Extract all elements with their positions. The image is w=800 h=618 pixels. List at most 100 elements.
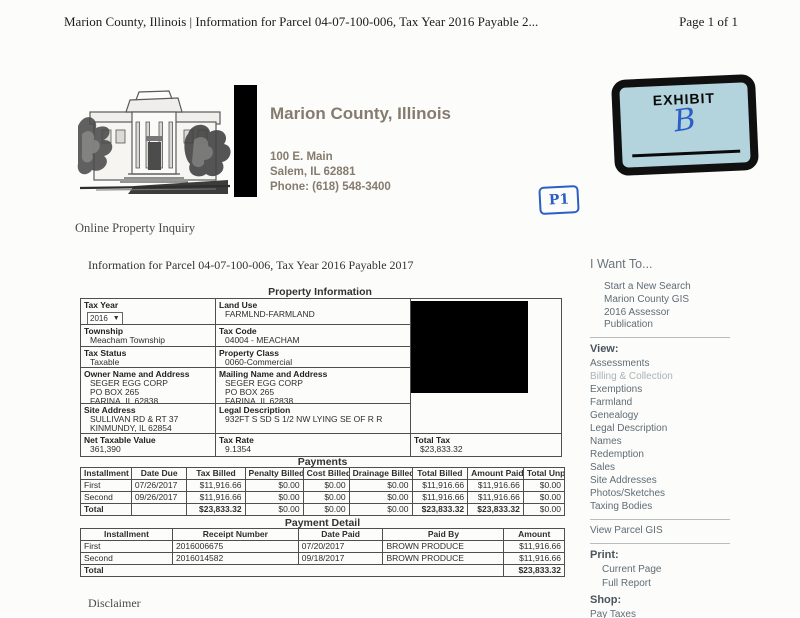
- sidebar-item-site-addresses[interactable]: Site Addresses: [590, 475, 657, 486]
- column-header: Amount: [503, 528, 565, 541]
- payment-detail-title: Payment Detail: [284, 517, 361, 529]
- sidebar-item-names[interactable]: Names: [590, 436, 622, 447]
- print-header-title: Marion County, Illinois | Information fo…: [64, 14, 539, 29]
- column-header: Tax Billed: [186, 467, 246, 480]
- column-header: Date Due: [130, 467, 188, 480]
- sidebar-item-photos-sketches[interactable]: Photos/Sketches: [590, 488, 666, 499]
- mailing-line-1: SEGER EGG CORP: [225, 377, 303, 388]
- disclaimer-link[interactable]: Disclaimer: [88, 596, 141, 610]
- property-class-cell: Property Class 0060-Commercial: [216, 347, 411, 368]
- exhibit-signature-line: [632, 149, 741, 158]
- table-row: First 2016006675 07/20/2017 BROWN PRODUC…: [80, 540, 565, 553]
- sidebar: I Want To... Start a New Search Marion C…: [590, 257, 730, 618]
- cell: $23,833.32: [467, 503, 524, 516]
- tax-rate-label: Tax Rate: [219, 435, 254, 445]
- exhibit-sticker: EXHIBIT B: [610, 73, 760, 177]
- tax-year-select[interactable]: 2016 ▼: [87, 311, 123, 324]
- land-use-cell: Land Use FARMLND-FARMLAND: [216, 299, 411, 325]
- redaction-bar: [234, 85, 257, 197]
- sidebar-link-start-new-search[interactable]: Start a New Search: [604, 281, 691, 292]
- sidebar-item-sales[interactable]: Sales: [590, 462, 616, 473]
- total-tax-label: Total Tax: [414, 435, 451, 445]
- site-address-line-2: KINMUNDY, IL 62854: [90, 422, 172, 433]
- column-header: Receipt Number: [171, 528, 299, 541]
- owner-line-1: SEGER EGG CORP: [90, 377, 168, 388]
- mailing-cell: Mailing Name and Address SEGER EGG CORP …: [216, 368, 411, 404]
- cell: Total: [79, 564, 505, 577]
- table-row: First 07/26/2017 $11,916.66 $0.00 $0.00 …: [80, 479, 566, 492]
- legal-description-value: 932FT S SD S 1/2 NW LYING SE OF R R: [225, 413, 383, 424]
- print-header-page-number: Page 1 of 1: [679, 14, 738, 29]
- sidebar-link-pay-taxes[interactable]: Pay Taxes: [590, 609, 636, 618]
- property-class-value: 0060-Commercial: [225, 356, 293, 367]
- tax-code-cell: Tax Code 04004 - MEACHAM: [216, 325, 411, 347]
- tax-status-cell: Tax Status Taxable: [81, 347, 216, 368]
- cell: $11,916.66: [411, 479, 469, 492]
- sidebar-item-exemptions[interactable]: Exemptions: [590, 384, 643, 395]
- cell: 07/20/2017: [297, 540, 384, 553]
- cell: [130, 503, 188, 516]
- net-taxable-cell: Net Taxable Value 361,390: [81, 434, 216, 456]
- sidebar-item-farmland[interactable]: Farmland: [590, 397, 633, 408]
- sidebar-item-taxing-bodies[interactable]: Taxing Bodies: [590, 501, 653, 512]
- township-value: Meacham Township: [90, 334, 165, 345]
- owner-line-3: FARINA, IL 62838: [90, 395, 159, 404]
- column-header: Date Paid: [297, 528, 384, 541]
- sidebar-item-assessments[interactable]: Assessments: [590, 358, 650, 369]
- column-header: Total Billed: [411, 467, 469, 480]
- sidebar-title: I Want To...: [590, 257, 653, 271]
- page-mark-annotation: P1: [538, 184, 580, 216]
- cell: $0.00: [522, 503, 566, 516]
- sidebar-link-full-report[interactable]: Full Report: [602, 578, 651, 589]
- site-address-cell: Site Address SULLIVAN RD & RT 37 KINMUND…: [81, 404, 216, 434]
- cell: $0.00: [348, 503, 413, 516]
- property-information-title: Property Information: [268, 286, 372, 298]
- divider: [590, 519, 730, 520]
- parcel-heading: Information for Parcel 04-07-100-006, Ta…: [88, 258, 414, 272]
- phone-line: Phone: (618) 548-3400: [270, 181, 391, 193]
- cell: $0.00: [522, 479, 566, 492]
- tax-code-value: 04004 - MEACHAM: [225, 334, 300, 345]
- cell: $11,916.66: [411, 491, 469, 504]
- cell: $0.00: [244, 491, 304, 504]
- legal-description-cell: Legal Description 932FT S SD S 1/2 NW LY…: [216, 404, 411, 434]
- site-address-label: Site Address: [84, 405, 136, 415]
- site-address-line-1: SULLIVAN RD & RT 37: [90, 413, 179, 424]
- table-total-row: Total $23,833.32 $0.00 $0.00 $0.00 $23,8…: [80, 503, 566, 516]
- land-use-label: Land Use: [219, 300, 258, 310]
- legal-description-label: Legal Description: [219, 405, 291, 415]
- mailing-line-2: PO BOX 265: [225, 386, 275, 397]
- land-use-value: FARMLND-FARMLAND: [225, 308, 315, 319]
- sidebar-link-assessor-publication[interactable]: 2016 Assessor Publication: [604, 307, 670, 330]
- cell: $11,916.66: [186, 491, 246, 504]
- sidebar-link-marion-county-gis[interactable]: Marion County GIS: [604, 294, 690, 305]
- sidebar-item-legal-description[interactable]: Legal Description: [590, 423, 668, 434]
- net-taxable-label: Net Taxable Value: [84, 435, 156, 445]
- township-cell: Township Meacham Township: [81, 325, 216, 347]
- property-class-label: Property Class: [219, 348, 279, 358]
- payments-table: Installment Date Due Tax Billed Penalty …: [80, 467, 566, 516]
- sidebar-item-redemption[interactable]: Redemption: [590, 449, 644, 460]
- cell: $11,916.66: [467, 491, 524, 504]
- cell: First: [80, 540, 173, 553]
- tax-rate-cell: Tax Rate 9.1354: [216, 434, 411, 456]
- address-line-1: 100 E. Main: [270, 151, 333, 163]
- sidebar-view-heading: View:: [590, 343, 619, 355]
- sidebar-link-current-page[interactable]: Current Page: [602, 564, 662, 575]
- sidebar-link-view-parcel-gis[interactable]: View Parcel GIS: [590, 525, 663, 536]
- cell: $11,916.66: [503, 552, 565, 565]
- cell: $0.00: [302, 479, 350, 492]
- cell: Second: [80, 491, 132, 504]
- column-header: Installment: [80, 528, 173, 541]
- mailing-label: Mailing Name and Address: [219, 369, 328, 379]
- table-row: Second 09/26/2017 $11,916.66 $0.00 $0.00…: [80, 491, 566, 504]
- cell: 07/26/2017: [130, 479, 188, 492]
- column-header: Installment: [80, 467, 132, 480]
- total-tax-cell: Total Tax $23,833.32: [411, 434, 561, 456]
- cell: 09/18/2017: [297, 552, 384, 565]
- owner-cell: Owner Name and Address SEGER EGG CORP PO…: [81, 368, 216, 404]
- table-total-row: Total $23,833.32: [79, 564, 565, 577]
- cell: BROWN PRODUCE: [382, 552, 505, 565]
- sidebar-item-genealogy[interactable]: Genealogy: [590, 410, 639, 421]
- print-header: Marion County, Illinois | Information fo…: [64, 14, 738, 30]
